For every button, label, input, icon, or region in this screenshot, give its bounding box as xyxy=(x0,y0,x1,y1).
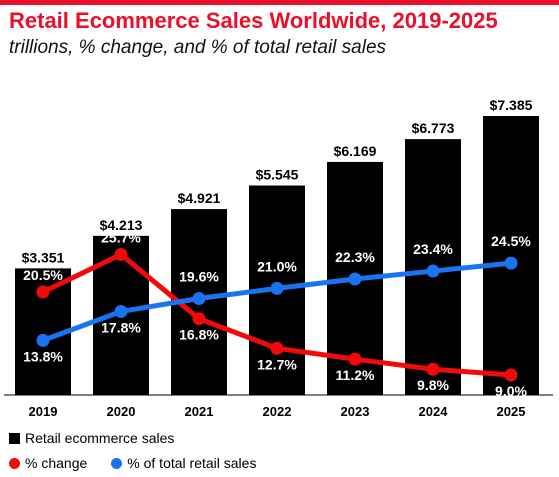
chart-title: Retail Ecommerce Sales Worldwide, 2019-2… xyxy=(9,8,498,33)
share-of-retail-label: 24.5% xyxy=(491,233,531,249)
legend-item-retail-ecommerce-sales: Retail ecommerce sales xyxy=(9,430,174,446)
share-of-retail-label: 21.0% xyxy=(257,258,297,274)
chart-subtitle: trillions, % change, and % of total reta… xyxy=(9,37,387,58)
share-of-retail-point xyxy=(114,304,128,318)
share-of-retail-point xyxy=(504,256,518,270)
share-of-retail-point xyxy=(426,264,440,278)
brand-accent-bar xyxy=(0,0,559,5)
percent-change-point xyxy=(114,247,128,261)
legend-swatch-red-dot xyxy=(9,457,20,469)
x-tick-label: 2023 xyxy=(341,404,370,419)
x-tick-label: 2025 xyxy=(497,404,526,419)
legend-swatch-bar xyxy=(9,432,20,444)
share-of-retail-label: 17.8% xyxy=(101,319,141,335)
x-tick-label: 2022 xyxy=(263,404,292,419)
legend-row-lines: % change % of total retail sales xyxy=(9,455,256,471)
percent-change-point xyxy=(348,352,362,366)
share-of-retail-point xyxy=(36,333,50,347)
percent-change-point xyxy=(426,362,440,376)
x-tick-label: 2024 xyxy=(419,404,449,419)
x-tick-label: 2020 xyxy=(107,404,136,419)
percent-change-point xyxy=(192,312,206,326)
share-of-retail-label: 23.4% xyxy=(413,241,453,257)
percent-change-label: 25.7% xyxy=(101,229,141,245)
percent-change-label: 12.7% xyxy=(257,356,297,372)
percent-change-label: 9.8% xyxy=(417,377,449,393)
bar-value-label: $5.545 xyxy=(256,167,299,183)
percent-change-point xyxy=(270,341,284,355)
percent-change-point xyxy=(504,368,518,382)
percent-change-label: 20.5% xyxy=(23,267,63,283)
bar-value-label: $6.773 xyxy=(412,120,455,136)
legend-label: % change xyxy=(25,455,88,471)
percent-change-point xyxy=(36,285,50,299)
share-of-retail-point xyxy=(192,291,206,305)
percent-change-label: 16.8% xyxy=(179,327,219,343)
bar-value-label: $7.385 xyxy=(490,97,533,113)
x-tick-label: 2021 xyxy=(185,404,214,419)
bar xyxy=(483,116,539,395)
legend-swatch-blue-dot xyxy=(111,457,123,469)
x-tick-label: 2019 xyxy=(29,404,58,419)
legend-label: Retail ecommerce sales xyxy=(25,430,175,446)
percent-change-label: 11.2% xyxy=(336,367,375,383)
bar-value-label: $4.921 xyxy=(178,190,221,206)
percent-change-label: 9.0% xyxy=(495,383,527,399)
legend-label: % of total retail sales xyxy=(127,455,257,471)
bar-value-label: $4.213 xyxy=(100,217,143,233)
bar-value-label: $3.351 xyxy=(22,249,65,265)
share-of-retail-label: 13.8% xyxy=(23,348,63,364)
share-of-retail-point xyxy=(348,272,362,286)
share-of-retail-label: 22.3% xyxy=(335,249,375,265)
share-of-retail-point xyxy=(270,281,284,295)
share-of-retail-label: 19.6% xyxy=(179,268,219,284)
bar-value-label: $6.169 xyxy=(334,143,377,159)
